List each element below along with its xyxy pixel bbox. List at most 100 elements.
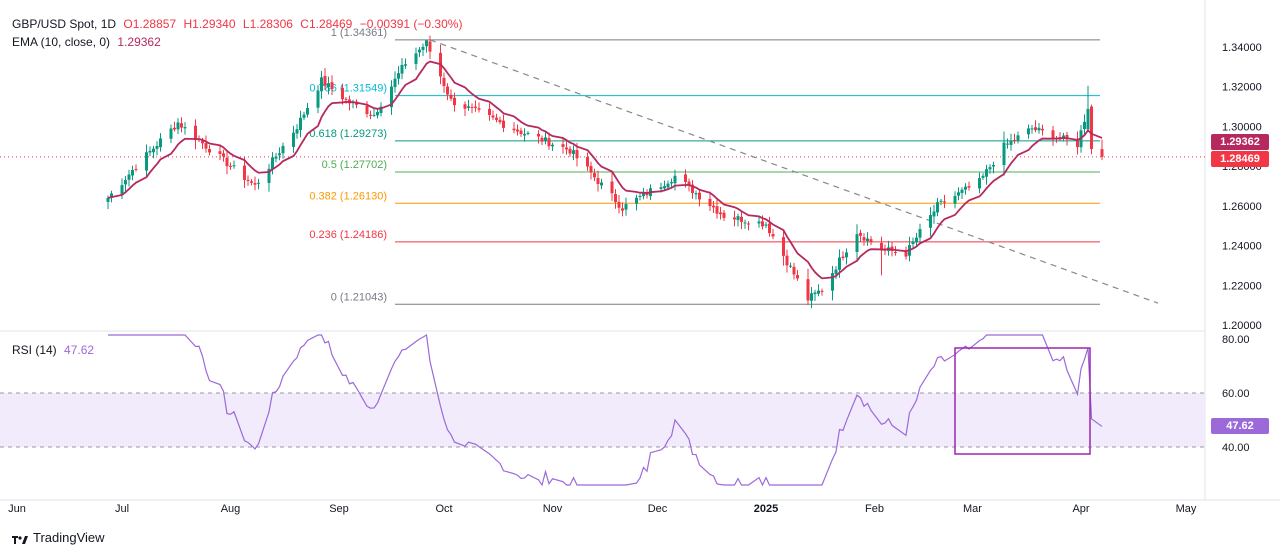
rsi-tick-label: 40.00 xyxy=(1222,442,1250,454)
candle-body xyxy=(698,192,701,200)
candle-body xyxy=(544,137,547,142)
candle-body xyxy=(834,269,838,275)
candle-body xyxy=(1076,139,1079,148)
candle-body xyxy=(421,46,425,50)
ema-line xyxy=(107,60,1103,280)
time-tick-label: May xyxy=(1176,503,1197,515)
candle-body xyxy=(110,193,113,198)
candle-body xyxy=(1034,127,1037,131)
candle-body xyxy=(670,181,673,184)
rsi-line xyxy=(108,334,1103,487)
candle-body xyxy=(813,292,817,295)
candle-body xyxy=(694,193,698,195)
candle-body xyxy=(561,144,565,147)
candle-body xyxy=(253,183,257,185)
candle-body xyxy=(722,212,726,218)
candle-body xyxy=(547,138,551,147)
candle-body xyxy=(106,197,110,202)
candle-body xyxy=(936,202,939,213)
ema-label[interactable]: EMA (10, close, 0) xyxy=(12,35,111,49)
open-label: O xyxy=(123,17,133,31)
candle-body xyxy=(1006,143,1009,145)
candle-body xyxy=(428,41,432,52)
candle-body xyxy=(320,77,323,92)
candle-body xyxy=(257,182,260,184)
candle-body xyxy=(659,187,663,189)
open-value: 1.28857 xyxy=(132,17,177,31)
candle-body xyxy=(418,49,421,53)
fib-level-label: 0.382 (1.26130) xyxy=(309,190,387,202)
price-tick-label: 1.30000 xyxy=(1222,121,1262,133)
candle-body xyxy=(400,65,404,74)
time-tick-label: Mar xyxy=(963,503,982,515)
price-tick-label: 1.34000 xyxy=(1222,42,1262,54)
candle-body xyxy=(859,232,862,236)
candle-body xyxy=(568,148,572,154)
time-tick-label: Sep xyxy=(329,503,349,515)
rsi-value: 47.62 xyxy=(64,343,95,357)
candle-body xyxy=(498,119,502,123)
time-tick-label: Aug xyxy=(221,503,241,515)
candle-body xyxy=(862,237,866,241)
symbol-title[interactable]: GBP/USD Spot, 1D xyxy=(12,17,117,31)
candle-body xyxy=(708,198,712,207)
candle-body xyxy=(491,115,495,118)
candle-body xyxy=(134,168,138,170)
candle-body xyxy=(124,180,127,185)
brand-logo[interactable]: TradingView xyxy=(12,530,105,545)
candle-body xyxy=(663,186,666,189)
candle-body xyxy=(736,216,740,221)
candle-body xyxy=(169,128,173,139)
candle-body xyxy=(635,197,638,204)
candle-body xyxy=(414,53,418,64)
candle-body xyxy=(586,157,589,167)
candle-body xyxy=(621,208,624,211)
fib-level-label: 0 (1.21043) xyxy=(331,291,387,303)
candle-body xyxy=(638,195,642,197)
candle-body xyxy=(127,174,131,180)
candle-body xyxy=(1013,139,1016,141)
close-value: 1.28469 xyxy=(308,17,353,31)
candle-body xyxy=(372,114,376,116)
rsi-tick-label: 60.00 xyxy=(1222,388,1250,400)
candle-body xyxy=(145,152,148,171)
fib-level-label: 1 (1.34361) xyxy=(331,27,387,39)
candle-body xyxy=(771,234,775,237)
candle-body xyxy=(302,114,306,118)
candle-body xyxy=(719,212,722,215)
candle-body xyxy=(425,40,428,47)
candle-body xyxy=(222,153,225,157)
rsi-label[interactable]: RSI (14) xyxy=(12,343,57,357)
time-tick-label: Jun xyxy=(8,503,26,515)
ema-price-tag: 1.29362 xyxy=(1211,134,1269,150)
candle-body xyxy=(789,265,792,267)
candle-body xyxy=(953,195,957,204)
candle-body xyxy=(467,106,470,108)
candle-body xyxy=(1083,121,1086,130)
ohlc-legend: GBP/USD Spot, 1D O1.28857 H1.29340 L1.28… xyxy=(12,17,470,31)
candle-body xyxy=(929,215,932,228)
candle-body xyxy=(866,238,869,241)
candle-body xyxy=(617,201,621,208)
candle-body xyxy=(365,105,369,115)
candle-body xyxy=(152,148,155,153)
ema-legend: EMA (10, close, 0) 1.29362 xyxy=(12,35,165,49)
candle-body xyxy=(838,257,841,270)
time-tick-label: 2025 xyxy=(754,503,778,515)
candle-body xyxy=(943,201,946,203)
candle-body xyxy=(978,178,981,189)
trend-line xyxy=(429,39,1159,304)
price-tick-label: 1.32000 xyxy=(1222,82,1262,94)
candle-body xyxy=(743,222,747,224)
candle-body xyxy=(747,223,750,225)
candle-body xyxy=(551,144,554,147)
tradingview-logo-icon xyxy=(12,533,28,544)
candle-body xyxy=(869,239,873,243)
candle-body xyxy=(880,242,883,251)
candle-body xyxy=(442,77,446,87)
candle-body xyxy=(740,216,743,222)
fib-level-label: 0.5 (1.27702) xyxy=(322,159,387,171)
candle-body xyxy=(957,192,960,196)
candle-body xyxy=(194,125,197,141)
